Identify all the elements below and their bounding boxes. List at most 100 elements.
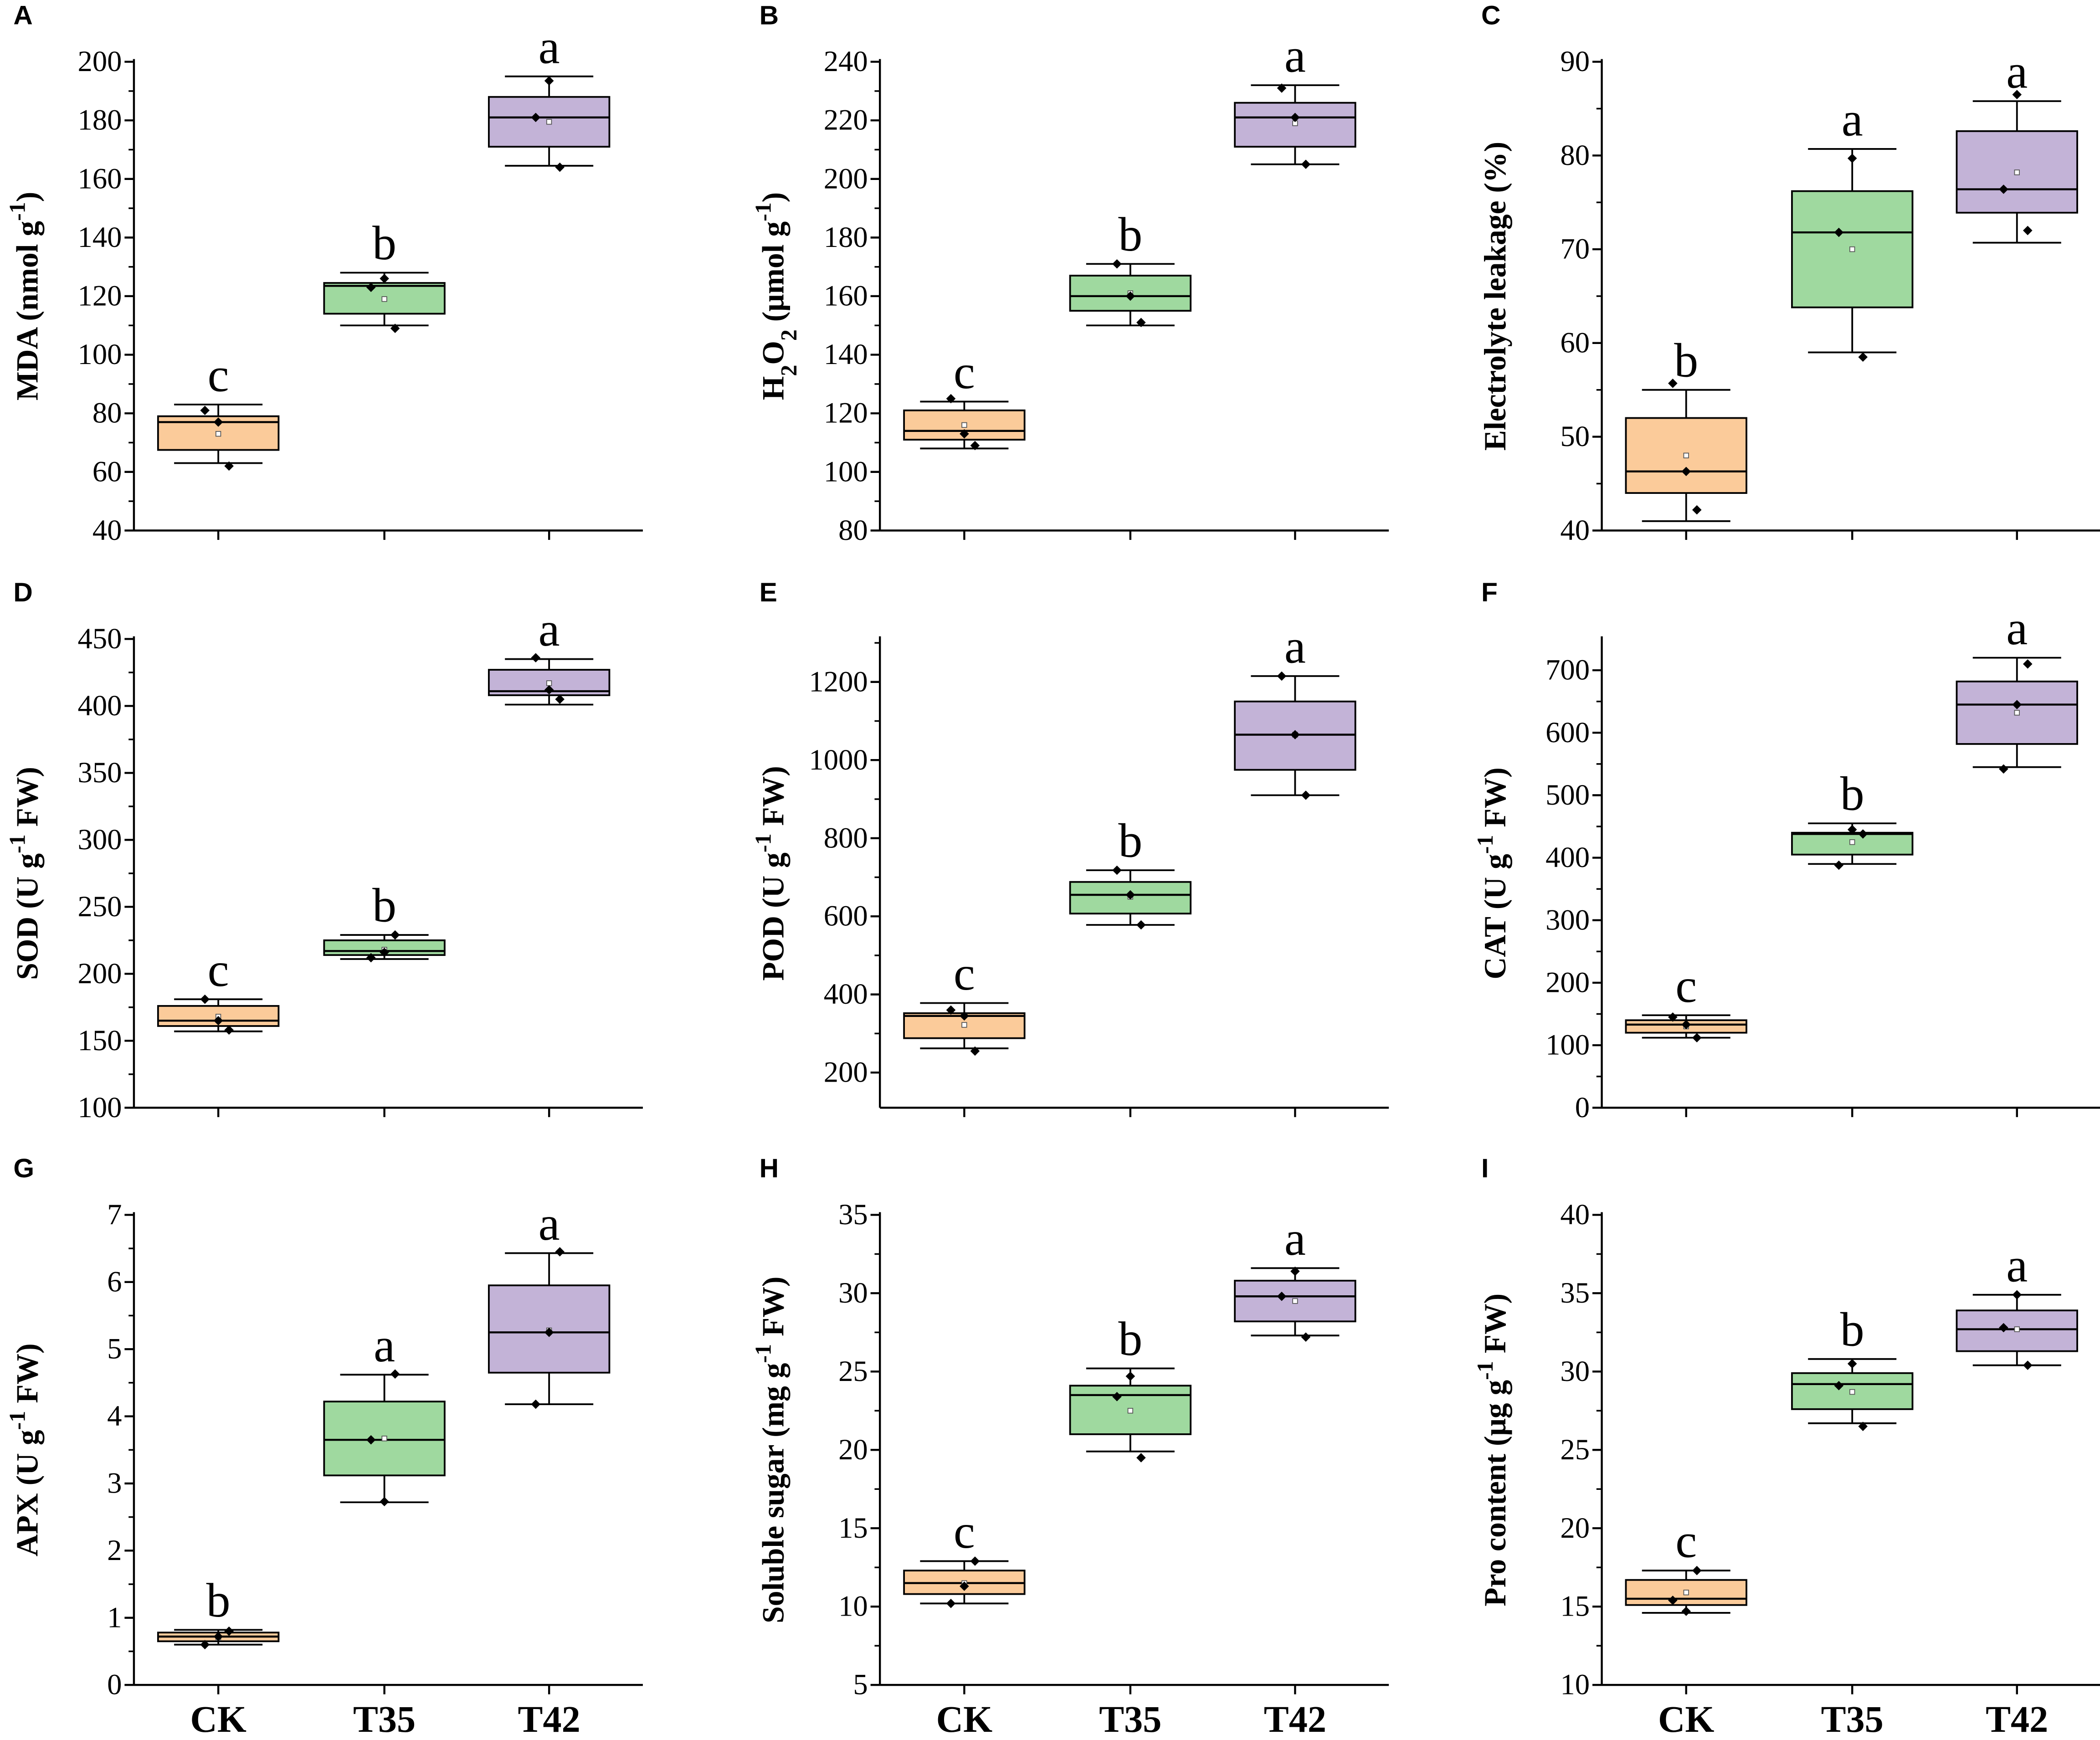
data-point [2012,1290,2022,1300]
y-tick-label: 140 [78,221,122,253]
y-tick-label: 600 [824,899,868,932]
y-tick-label: 200 [1545,965,1590,998]
box-T35: b [323,216,446,540]
significance-letter: c [1675,959,1697,1012]
data-point [2023,1360,2033,1370]
box-T35: b T35 [1069,1312,1192,1740]
box-T42: a T42 [488,1197,611,1740]
box-T35: b [1069,208,1192,540]
box-CK: b CK [157,1574,280,1740]
data-point [555,1247,565,1257]
box-T35: b [1069,814,1192,1117]
data-point [1834,860,1844,870]
data-point [1692,505,1702,515]
y-axis-label-part: -1 [1472,835,1498,854]
data-point [1692,1033,1702,1042]
y-tick-label: 10 [838,1590,868,1622]
data-point [970,1556,980,1566]
mean-marker [961,1022,967,1028]
data-point [1999,185,2008,194]
y-tick-label: 120 [824,396,868,429]
y-tick-label: 160 [78,162,122,195]
panel-A: A 40 60 80 100 120 140 160 180 200 MDA (nmol g-1) c… [4,0,643,546]
mean-marker [1683,452,1689,458]
data-point [1834,227,1844,237]
significance-letter: c [1675,1514,1697,1568]
y-tick-label: 25 [838,1355,868,1387]
y-axis-label-part: FW) [1478,1293,1512,1361]
significance-letter: a [539,1197,560,1250]
significance-letter: a [2006,1238,2028,1292]
y-axis-label-part: FW) [10,767,44,834]
y-tick-label: 140 [824,338,868,370]
y-axis-label: SOD (U g-1 FW) [4,767,44,980]
data-point [1290,113,1300,123]
y-tick-label: 500 [1545,778,1590,811]
y-tick-label: 2 [107,1534,122,1566]
y-tick-label: 5 [107,1332,122,1365]
y-axis-label-part: -1 [750,202,776,221]
significance-letter: b [372,879,396,932]
y-tick-label: 120 [78,279,122,312]
data-point [960,429,969,439]
y-tick-label: 80 [1560,139,1590,171]
significance-letter: b [1118,208,1142,261]
data-point [531,1399,541,1409]
data-point [1125,1371,1135,1381]
y-tick-label: 300 [1545,903,1590,936]
significance-letter: a [2006,45,2028,98]
panel-letter: B [760,0,779,30]
panel-G: G 0 1 2 3 4 5 6 7 APX (U g-1 FW) b CK a T35 a T42 [4,1154,643,1740]
mean-marker [1683,1590,1689,1596]
y-tick-label: 600 [1545,716,1590,749]
data-point [1125,291,1135,301]
data-point [1136,318,1146,328]
data-point [531,113,541,123]
significance-letter: c [208,348,229,401]
box-T42: a T42 [1234,1212,1356,1740]
panel-letter: C [1481,0,1500,30]
data-point [1301,159,1311,169]
data-point [2023,659,2033,669]
y-tick-label: 15 [838,1511,868,1544]
y-tick-label: 200 [824,1056,868,1088]
panel-H: H 5 10 15 20 25 30 35 Soluble sugar (mg g-1 FW) c… [750,1154,1389,1740]
y-tick-label: 0 [107,1668,122,1701]
y-axis-label: Pro content (μg g-1 FW) [1472,1293,1512,1607]
y-axis-label: Electrolyte leakage (%) [1478,142,1512,451]
y-tick-label: 100 [824,455,868,488]
y-axis-label-part: Pro content (μg g [1478,1380,1512,1607]
significance-letter: b [1118,814,1142,867]
y-axis-label-part: SOD (U g [10,853,44,980]
data-point [946,1005,956,1015]
box-T42: a [1956,45,2078,540]
data-point [224,461,234,471]
y-axis-label-part: -1 [750,833,776,852]
y-axis-label: APX (U g-1 FW) [4,1343,44,1556]
box-T35: a [1791,93,1914,540]
y-axis-label-part: H [756,376,791,400]
y-axis-label: CAT (U g-1 FW) [1472,767,1512,979]
data-point [380,274,389,283]
mean-marker [215,431,221,437]
significance-letter: a [374,1319,395,1372]
data-point [1668,1596,1678,1605]
data-point [1858,1422,1868,1431]
box-T42: a T42 [1956,1238,2078,1740]
y-tick-label: 200 [824,162,868,195]
mean-marker [1849,1389,1855,1395]
data-point [390,1369,400,1379]
y-tick-label: 200 [78,957,122,990]
data-point [213,1632,223,1642]
panel-letter: D [13,578,32,607]
box-CK: c [903,345,1026,540]
y-axis-label-part: -1 [750,1344,776,1363]
panel-letter: I [1481,1154,1489,1183]
y-axis-label-part: -1 [1472,1361,1498,1380]
y-tick-label: 200 [78,45,122,77]
y-tick-label: 30 [1560,1355,1590,1387]
y-tick-label: 100 [1545,1028,1590,1061]
y-tick-label: 400 [824,977,868,1010]
